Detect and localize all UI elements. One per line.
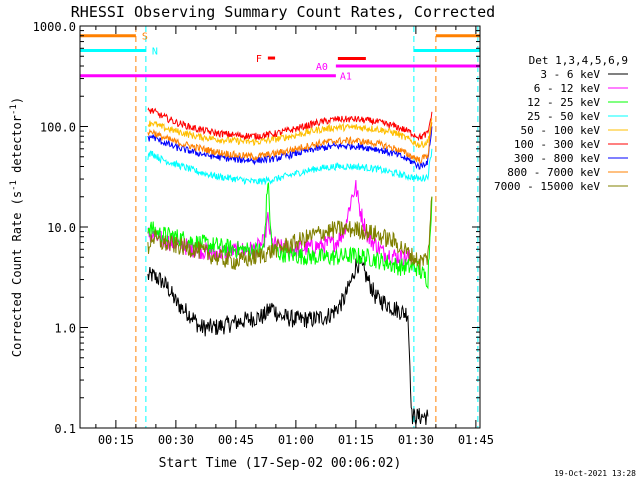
y-axis-label: Corrected Count Rate (s-1 detector-1) <box>9 97 24 357</box>
legend-title: Det 1,3,4,5,6,9 <box>529 54 628 67</box>
series-line-4 <box>147 118 433 149</box>
legend-label-2: 12 - 25 keV <box>527 96 600 109</box>
y-tick-label-3: 100.0 <box>40 121 76 135</box>
legend-label-3: 25 - 50 keV <box>527 110 600 123</box>
x-tick-label-4: 01:15 <box>338 433 374 447</box>
series-line-5 <box>147 107 433 142</box>
flag-label-F: F <box>256 54 262 65</box>
x-tick-label-3: 01:00 <box>278 433 314 447</box>
x-axis-ticks: 00:15 00:30 00:45 01:00 01:15 01:30 01:45 <box>95 26 494 447</box>
x-tick-label-2: 00:45 <box>218 433 254 447</box>
series-line-7 <box>147 122 433 164</box>
series-line-2 <box>147 182 433 290</box>
flag-label-A1: A1 <box>340 72 352 83</box>
y-tick-label-1: 1.0 <box>54 322 76 336</box>
data-series <box>147 107 433 426</box>
vertical-marker-lines <box>135 26 479 428</box>
legend-label-7: 800 - 7000 keV <box>507 166 600 179</box>
y-tick-label-4: 1000.0 <box>33 20 76 34</box>
x-tick-label-0: 00:15 <box>98 433 134 447</box>
flag-label-S: S <box>142 32 148 43</box>
y-tick-label-0: 0.1 <box>54 422 76 436</box>
y-axis-ticks: 0.1 1.0 10.0 100.0 1000.0 <box>33 20 480 436</box>
flag-label-A0: A0 <box>316 62 328 73</box>
series-line-3 <box>147 148 433 186</box>
legend-label-6: 300 - 800 keV <box>514 152 600 165</box>
flag-bars: SN F A0 A1 <box>80 32 480 83</box>
x-tick-label-5: 01:30 <box>398 433 434 447</box>
x-tick-label-1: 00:30 <box>158 433 194 447</box>
y-tick-label-2: 10.0 <box>47 221 76 235</box>
chart-title: RHESSI Observing Summary Count Rates, Co… <box>71 3 495 21</box>
footer-date: 19-Oct-2021 13:28 <box>554 469 636 478</box>
legend-label-8: 7000 - 15000 keV <box>494 180 600 193</box>
series-line-8 <box>147 196 433 271</box>
x-axis-label: Start Time (17-Sep-02 00:06:02) <box>159 456 402 471</box>
x-tick-label-6: 01:45 <box>458 433 494 447</box>
legend-label-1: 6 - 12 keV <box>534 82 601 95</box>
legend-label-4: 50 - 100 keV <box>521 124 601 137</box>
series-line-1 <box>147 180 413 268</box>
flag-label-N: N <box>152 47 158 58</box>
legend-label-0: 3 - 6 keV <box>540 68 600 81</box>
plot-frame <box>79 25 481 429</box>
legend-label-5: 100 - 300 keV <box>514 138 600 151</box>
series-line-0 <box>147 255 429 426</box>
